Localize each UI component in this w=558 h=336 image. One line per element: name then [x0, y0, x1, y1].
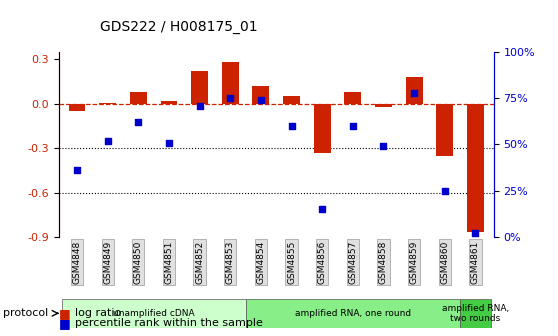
Text: GSM4849: GSM4849	[103, 240, 112, 284]
Text: amplified RNA,
two rounds: amplified RNA, two rounds	[442, 304, 509, 323]
Point	[257, 97, 266, 103]
Bar	[467, 104, 484, 233]
Point	[195, 103, 204, 108]
Text: unamplified cDNA: unamplified cDNA	[113, 309, 194, 318]
Text: GSM4861: GSM4861	[471, 240, 480, 284]
Point	[379, 144, 388, 149]
Text: ■: ■	[59, 317, 70, 330]
Bar	[191, 71, 208, 104]
Bar	[161, 101, 177, 104]
Bar	[344, 92, 361, 104]
Bar	[375, 104, 392, 107]
Bar	[406, 77, 422, 104]
Text: GSM4856: GSM4856	[318, 240, 326, 284]
Bar	[246, 299, 460, 328]
Point	[103, 138, 112, 143]
Point	[287, 123, 296, 129]
Bar	[436, 104, 453, 156]
Text: GSM4860: GSM4860	[440, 240, 449, 284]
Point	[471, 230, 480, 236]
Text: GSM4853: GSM4853	[226, 240, 235, 284]
Bar	[69, 104, 85, 111]
Point	[134, 120, 143, 125]
Bar	[99, 103, 116, 104]
Point	[165, 140, 174, 145]
Text: amplified RNA, one round: amplified RNA, one round	[295, 309, 411, 318]
Bar	[130, 92, 147, 104]
Text: GSM4852: GSM4852	[195, 240, 204, 284]
Bar	[252, 86, 270, 104]
Bar	[314, 104, 330, 153]
Text: log ratio: log ratio	[75, 308, 122, 318]
Bar	[460, 299, 491, 328]
Point	[73, 168, 81, 173]
Point	[226, 95, 235, 101]
Bar	[283, 96, 300, 104]
Point	[410, 90, 418, 95]
Text: GSM4858: GSM4858	[379, 240, 388, 284]
Text: GSM4851: GSM4851	[165, 240, 174, 284]
Bar	[222, 62, 239, 104]
Text: GSM4859: GSM4859	[410, 240, 418, 284]
Text: GSM4855: GSM4855	[287, 240, 296, 284]
Text: ■: ■	[59, 307, 70, 320]
Point	[318, 206, 326, 212]
Text: percentile rank within the sample: percentile rank within the sample	[75, 318, 263, 328]
Text: protocol: protocol	[3, 308, 48, 318]
Text: GDS222 / H008175_01: GDS222 / H008175_01	[100, 19, 258, 34]
Text: GSM4848: GSM4848	[73, 240, 81, 284]
Point	[348, 123, 357, 129]
Bar	[61, 299, 246, 328]
Text: GSM4850: GSM4850	[134, 240, 143, 284]
Point	[440, 188, 449, 194]
Text: GSM4857: GSM4857	[348, 240, 357, 284]
Text: GSM4854: GSM4854	[256, 240, 266, 284]
